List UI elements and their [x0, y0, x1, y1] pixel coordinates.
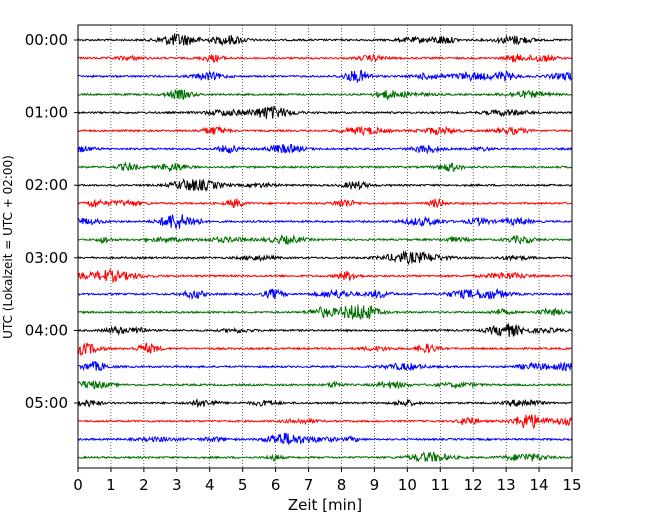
x-tick-label: 13: [497, 476, 516, 494]
x-axis-label: Zeit [min]: [288, 496, 362, 514]
seismogram-trace: [77, 198, 572, 209]
x-tick-label: 8: [337, 476, 347, 494]
y-tick-label: 00:00: [25, 31, 68, 49]
seismogram-trace: [77, 250, 572, 266]
seismogram-trace: [77, 432, 572, 446]
x-tick-label: 5: [238, 476, 248, 494]
x-tick-label: 1: [106, 476, 116, 494]
seismogram-trace: [77, 161, 572, 173]
x-tick-label: 4: [205, 476, 215, 494]
seismogram-trace: [77, 287, 572, 301]
y-tick-label: 02:00: [25, 176, 68, 194]
x-tick-label: 3: [172, 476, 182, 494]
x-tick-label: 15: [562, 476, 581, 494]
plot-frame: [77, 24, 573, 469]
seismogram-trace: [77, 451, 572, 463]
y-tick-label: 04:00: [25, 321, 68, 339]
seismogram-trace: [77, 380, 572, 390]
vertical-gridlines: [110, 25, 540, 468]
seismogram-trace: [77, 361, 572, 372]
x-tick-label: 2: [139, 476, 149, 494]
seismogram-trace: [77, 178, 572, 192]
x-tick-label: 0: [73, 476, 83, 494]
seismogram-trace: [77, 89, 572, 101]
seismogram-trace: [77, 53, 572, 63]
seismogram-trace: [77, 268, 572, 284]
x-tick-label: 14: [530, 476, 549, 494]
seismogram-trace: [77, 323, 572, 338]
y-axis-ticks: 00:00 01:00 02:00 03:00 04:00 05:00: [25, 31, 78, 412]
seismogram-trace: [77, 69, 572, 83]
seismogram-trace: [77, 214, 572, 229]
x-tick-label: 11: [431, 476, 450, 494]
seismogram-trace: [77, 125, 572, 137]
y-tick-label: 01:00: [25, 104, 68, 122]
seismogram-trace: [77, 304, 572, 321]
seismogram-trace: [77, 414, 572, 429]
x-tick-label: 12: [464, 476, 483, 494]
seismogram-trace: [77, 398, 572, 409]
x-tick-label: 9: [370, 476, 380, 494]
x-tick-label: 7: [304, 476, 314, 494]
seismogram-trace: [77, 342, 572, 357]
y-axis-label: UTC (Lokalzeit = UTC + 02:00): [1, 155, 15, 339]
x-tick-label: 6: [271, 476, 281, 494]
y-tick-label: 03:00: [25, 249, 68, 267]
seismogram-trace: [77, 33, 572, 47]
x-tick-label: 10: [398, 476, 417, 494]
seismogram-traces: [77, 33, 572, 463]
seismogram-trace: [77, 105, 572, 119]
seismogram-trace: [77, 234, 572, 245]
x-axis-ticks: 0 1 2 3 4 5 6 7 8 9 10 11 12 13 14 15: [73, 468, 582, 494]
y-tick-label: 05:00: [25, 394, 68, 412]
seismogram-trace: [77, 143, 572, 155]
